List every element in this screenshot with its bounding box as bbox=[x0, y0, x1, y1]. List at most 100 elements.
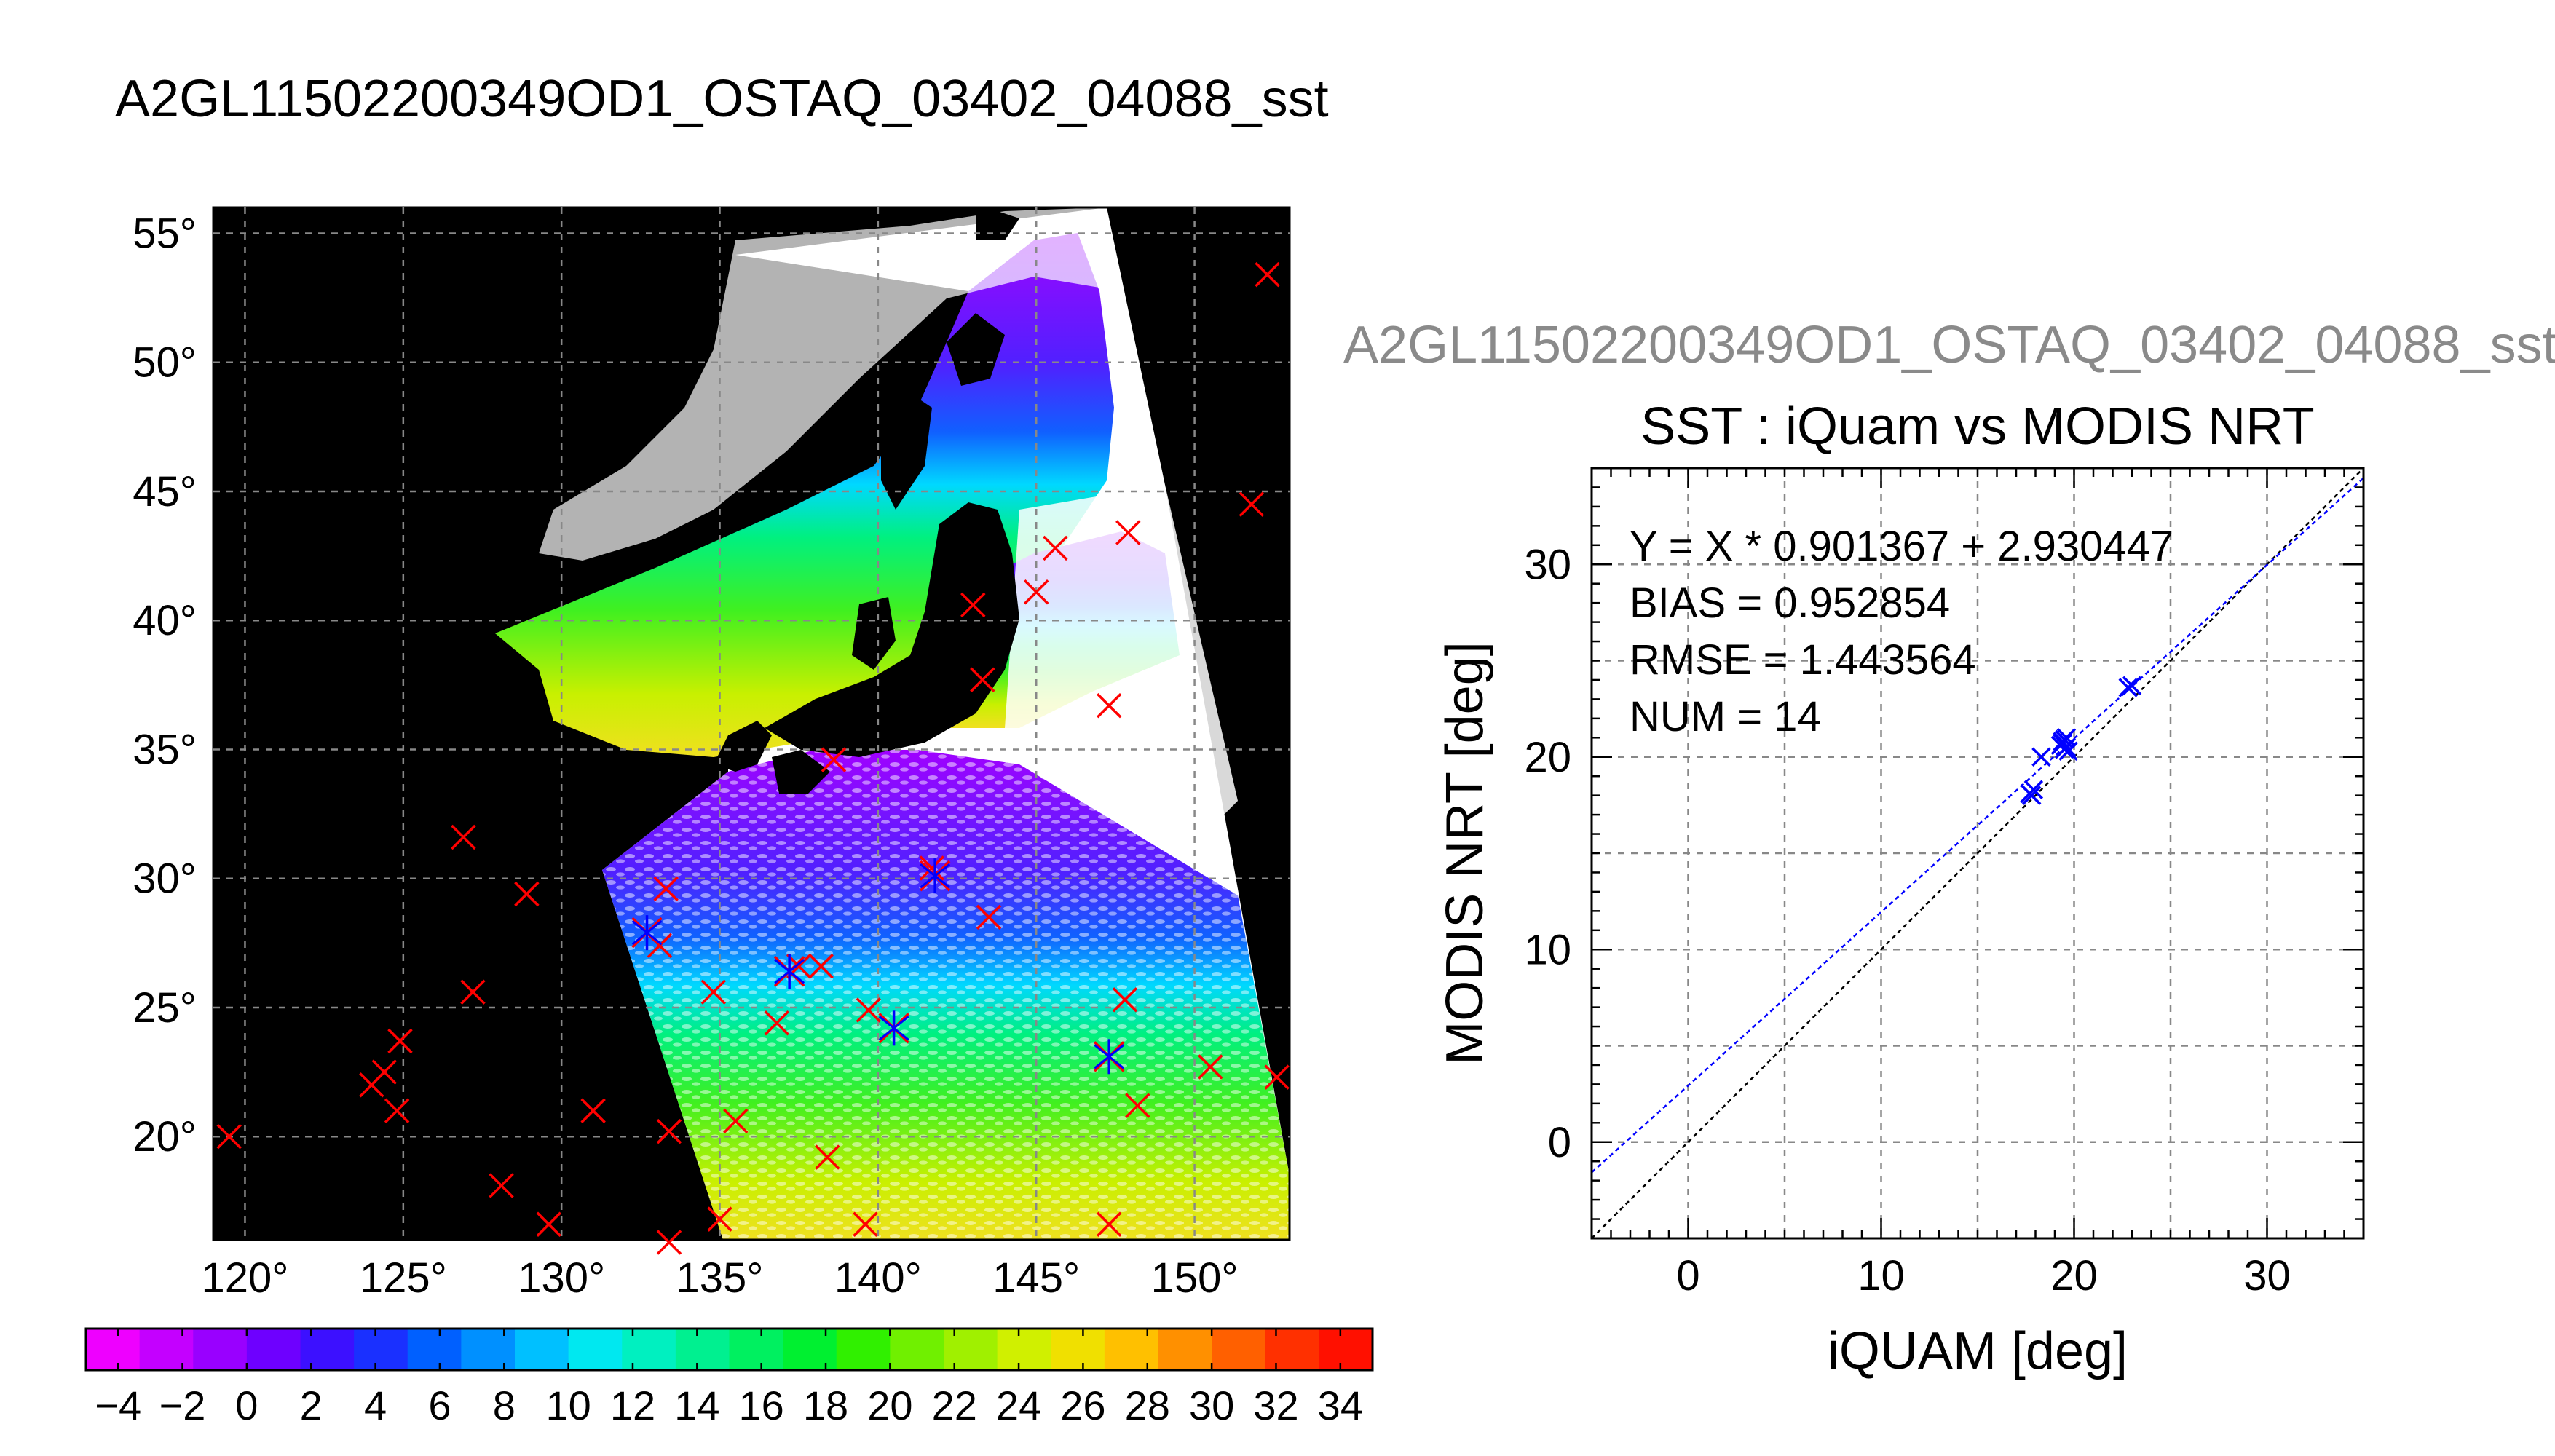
station-marker-red bbox=[808, 953, 834, 979]
station-markers bbox=[216, 261, 1290, 1255]
colorbar-label: 2 bbox=[300, 1382, 323, 1428]
colorbar-cell bbox=[1104, 1329, 1158, 1370]
station-marker-red bbox=[976, 904, 1002, 930]
map-lat-tick-label: 30° bbox=[133, 855, 197, 903]
colorbar-cell bbox=[568, 1329, 623, 1370]
scatter-point bbox=[2031, 747, 2051, 767]
cloud-cover-north bbox=[539, 207, 1121, 561]
cloud-cover bbox=[602, 750, 1290, 1240]
station-marker-red bbox=[1125, 1093, 1150, 1118]
sst-map: 120° 125° 130° 135° 140° 145° 150° 55° 50° 45° 40°… bbox=[133, 206, 1291, 1302]
colorbar-cell bbox=[193, 1329, 248, 1370]
station-marker-red bbox=[1112, 987, 1138, 1013]
colorbar-label: 4 bbox=[364, 1382, 387, 1428]
station-marker-red bbox=[723, 1108, 749, 1134]
station-marker-red bbox=[815, 1144, 840, 1170]
station-marker-red bbox=[1198, 1054, 1223, 1080]
station-marker-red bbox=[1023, 579, 1049, 605]
scatter-points bbox=[2020, 676, 2142, 805]
map-lat-tick-label: 40° bbox=[133, 597, 197, 644]
colorbar-cell bbox=[997, 1329, 1051, 1370]
station-marker-red bbox=[764, 1010, 790, 1036]
colorbar-label: 22 bbox=[932, 1382, 977, 1428]
colorbar-label: 10 bbox=[545, 1382, 591, 1428]
station-marker-red bbox=[1096, 692, 1122, 719]
colorbar-cell bbox=[729, 1329, 783, 1370]
station-marker-blue bbox=[878, 1010, 909, 1046]
colorbar-label: 18 bbox=[803, 1382, 848, 1428]
map-lat-tick-label: 25° bbox=[133, 984, 197, 1032]
land bbox=[714, 207, 1019, 794]
scatter-ylabel: MODIS NRT [deg] bbox=[1436, 641, 1494, 1065]
station-marker-red bbox=[216, 1123, 242, 1150]
station-marker-red bbox=[359, 1072, 384, 1098]
station-marker-red bbox=[821, 747, 847, 772]
map-lat-tick-label: 20° bbox=[133, 1113, 197, 1160]
colorbar-cell bbox=[246, 1329, 301, 1370]
colorbar-cell bbox=[622, 1329, 676, 1370]
station-marker-red bbox=[451, 824, 476, 850]
colorbar-label: 8 bbox=[493, 1382, 516, 1428]
scatter-ytick-label: 0 bbox=[1548, 1119, 1571, 1166]
colorbar-label: 26 bbox=[1060, 1382, 1105, 1428]
scatter-point bbox=[2055, 739, 2074, 759]
station-marker-red bbox=[656, 1230, 682, 1255]
map-lat-tick-label: 35° bbox=[133, 726, 197, 773]
colorbar-label: 6 bbox=[428, 1382, 451, 1428]
map-gridlines bbox=[213, 207, 1290, 1240]
map-lon-tick-label: 145° bbox=[992, 1254, 1080, 1302]
colorbar-label: 14 bbox=[674, 1382, 719, 1428]
colorbar-cell bbox=[515, 1329, 569, 1370]
map-lat-tick-label: 55° bbox=[133, 210, 197, 257]
station-marker-red bbox=[514, 881, 540, 907]
map-frame bbox=[212, 206, 1291, 1241]
colorbar-label: 30 bbox=[1189, 1382, 1234, 1428]
scatter-point bbox=[2118, 678, 2138, 697]
regression-line bbox=[1592, 477, 2364, 1174]
colorbar-label: 34 bbox=[1318, 1382, 1363, 1428]
map-lat-tick-label: 50° bbox=[133, 339, 197, 387]
station-marker-red bbox=[387, 1028, 413, 1054]
identity-line bbox=[1592, 468, 2364, 1238]
scatter-lines bbox=[1592, 468, 2364, 1238]
scatter-annotations: Y = X * 0.901367 + 2.930447 BIAS = 0.9528… bbox=[1630, 523, 2173, 740]
sst-colorbar: −4 −2 0 2 4 6 8 10 12 14 16 18 20 22 24 26 28 30 32 34 bbox=[84, 1327, 1374, 1428]
colorbar-cell bbox=[675, 1329, 730, 1370]
cloud-cover-east bbox=[1005, 485, 1238, 837]
map-lon-tick-label: 135° bbox=[676, 1254, 764, 1302]
scatter-ytick-label: 10 bbox=[1524, 926, 1571, 973]
station-marker-red bbox=[580, 1098, 606, 1123]
map-lon-tick-label: 130° bbox=[518, 1254, 605, 1302]
scatter-point bbox=[2053, 732, 2072, 751]
scatter-annotation: NUM = 14 bbox=[1630, 693, 1821, 740]
station-marker-red bbox=[656, 1118, 682, 1144]
station-marker-red bbox=[707, 1206, 732, 1232]
scatter-annotation: RMSE = 1.443564 bbox=[1630, 636, 1976, 684]
map-lat-tick-label: 45° bbox=[133, 468, 197, 515]
scatter-xtick-label: 30 bbox=[2243, 1252, 2291, 1299]
colorbar-cell bbox=[1051, 1329, 1105, 1370]
station-marker-red bbox=[536, 1211, 562, 1237]
scatter-point bbox=[2021, 786, 2042, 805]
scatter-ytick-label: 20 bbox=[1524, 734, 1571, 781]
colorbar-label: 32 bbox=[1253, 1382, 1298, 1428]
station-marker-red bbox=[1043, 535, 1068, 561]
colorbar-label: −2 bbox=[159, 1382, 206, 1428]
colorbar-label: 20 bbox=[867, 1382, 912, 1428]
scatter-point bbox=[2122, 676, 2142, 696]
station-marker-red bbox=[853, 1211, 878, 1237]
station-marker-red bbox=[1096, 1211, 1122, 1237]
colorbar-cell bbox=[407, 1329, 462, 1370]
colorbar-cell bbox=[300, 1329, 355, 1370]
station-marker-red bbox=[653, 876, 679, 902]
station-marker-red bbox=[1255, 261, 1280, 288]
colorbar-cell bbox=[890, 1329, 944, 1370]
station-marker-red bbox=[856, 997, 882, 1023]
map-lon-tick-label: 140° bbox=[834, 1254, 922, 1302]
station-marker-blue bbox=[919, 858, 951, 894]
station-marker-red bbox=[1264, 1064, 1290, 1090]
colorbar-label: 28 bbox=[1125, 1382, 1170, 1428]
colorbar-cell bbox=[86, 1329, 141, 1370]
colorbar-frame bbox=[84, 1327, 1374, 1372]
map-lon-tick-label: 150° bbox=[1151, 1254, 1239, 1302]
